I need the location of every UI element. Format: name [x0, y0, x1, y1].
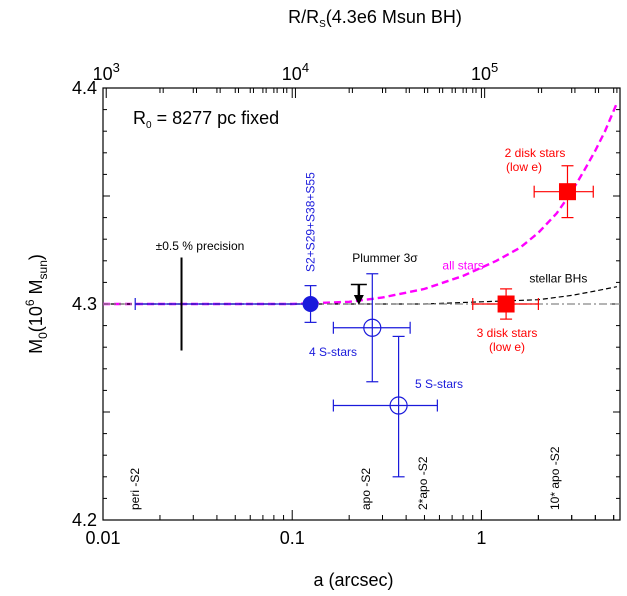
marker [363, 318, 382, 337]
marker [389, 396, 408, 415]
marker-label: peri -S2 [128, 468, 142, 510]
top-tick-label: 103 [93, 60, 120, 84]
marker-label: 10* apo -S2 [548, 446, 562, 510]
plummer-arrow-head [353, 295, 364, 305]
top-tick-label: 105 [471, 60, 498, 84]
point-label: 4 S-stars [309, 345, 357, 359]
r0-annotation: R0 = 8277 pc fixed [133, 108, 279, 131]
marker-label: 2*apo -S2 [416, 456, 430, 510]
x-tick-label: 1 [476, 528, 486, 548]
curve-label: all stars [442, 258, 483, 272]
y-axis-label: M0(106 Msun) [23, 254, 50, 354]
point-label: (low e) [506, 160, 542, 174]
point-label: 5 S-stars [415, 377, 463, 391]
data-point-3-disk-stars-low-e- [472, 288, 539, 320]
point-label: ±0.5 % precision [156, 239, 245, 253]
marker-label: apo -S2 [359, 468, 373, 510]
point-label: 2 disk stars [505, 146, 566, 160]
point-label: (low e) [489, 340, 525, 354]
point-label: 3 disk stars [477, 326, 538, 340]
top-axis-label: R/RS(4.3e6 Msun BH) [288, 7, 462, 30]
y-tick-label: 4.2 [72, 510, 97, 530]
data-point-2-disk-stars-low-e- [533, 165, 594, 219]
x-tick-label: 0.01 [85, 528, 120, 548]
data-point-s2-s29-s38-s55 [302, 285, 319, 323]
y-tick-label: 4.4 [72, 78, 97, 98]
curve-label: stellar BHs [529, 271, 587, 285]
marker [497, 295, 515, 313]
marker [302, 296, 319, 312]
x-axis-label: a (arcsec) [313, 570, 393, 590]
data-point-4-s-stars [332, 273, 411, 383]
plummer-label: Plummer 3σ [352, 251, 418, 265]
x-tick-label: 0.1 [280, 528, 305, 548]
data-point-5-s-stars [332, 335, 438, 478]
y-tick-label: 4.3 [72, 294, 97, 314]
top-tick-label: 104 [282, 60, 309, 84]
point-label: S2+S29+S38+S55 [304, 172, 318, 272]
marker [558, 183, 576, 201]
